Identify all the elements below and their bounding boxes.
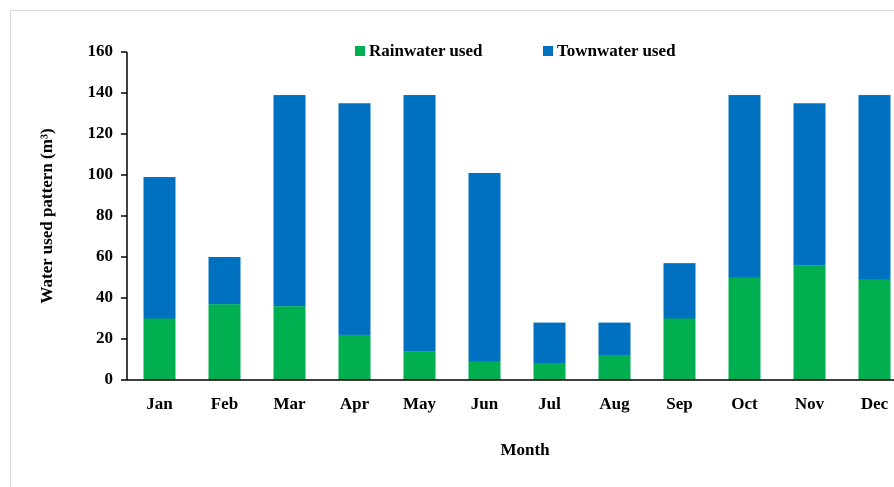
bar-segment bbox=[468, 361, 501, 380]
y-tick-label: 20 bbox=[96, 328, 113, 347]
bar-segment bbox=[403, 95, 436, 352]
y-tick-label: 80 bbox=[96, 205, 113, 224]
x-tick-label: Aug bbox=[599, 394, 630, 413]
bar-segment bbox=[468, 172, 501, 362]
y-tick-label: 40 bbox=[96, 287, 113, 306]
bar-segment bbox=[533, 322, 566, 364]
bar-segment bbox=[338, 334, 371, 380]
bar-segment bbox=[728, 95, 761, 278]
y-tick-label: 140 bbox=[88, 82, 114, 101]
x-tick-label: Jul bbox=[538, 394, 561, 413]
bar-segment bbox=[663, 263, 696, 319]
x-tick-label: Apr bbox=[340, 394, 370, 413]
bar-segment bbox=[858, 279, 891, 380]
x-tick-label: Mar bbox=[273, 394, 306, 413]
bar-segment bbox=[858, 95, 891, 280]
x-axis-label: Month bbox=[500, 440, 550, 459]
y-tick-label: 160 bbox=[88, 41, 114, 60]
x-tick-label: Nov bbox=[795, 394, 825, 413]
legend-swatch bbox=[543, 46, 553, 56]
x-tick-label: Sep bbox=[666, 394, 692, 413]
bar-segment bbox=[793, 265, 826, 380]
bar-segment bbox=[143, 177, 176, 319]
x-tick-label: May bbox=[403, 394, 437, 413]
y-axis-label: Water used pattern (m³) bbox=[37, 128, 56, 303]
legend-swatch bbox=[355, 46, 365, 56]
y-tick-label: 120 bbox=[88, 123, 114, 142]
bar-segment bbox=[598, 355, 631, 380]
y-tick-label: 0 bbox=[105, 369, 114, 388]
bar-segment bbox=[533, 363, 566, 380]
x-tick-label: Jun bbox=[471, 394, 499, 413]
x-tick-label: Feb bbox=[211, 394, 238, 413]
bar-segment bbox=[208, 304, 241, 380]
bar-segment bbox=[208, 257, 241, 305]
x-tick-label: Oct bbox=[731, 394, 758, 413]
x-tick-label: Dec bbox=[861, 394, 889, 413]
chart-border bbox=[10, 10, 894, 487]
legend-label: Rainwater used bbox=[369, 41, 483, 60]
x-tick-label: Jan bbox=[146, 394, 173, 413]
bar-segment bbox=[598, 322, 631, 356]
bar-segment bbox=[728, 277, 761, 380]
y-tick-label: 100 bbox=[88, 164, 114, 183]
bar-segment bbox=[663, 318, 696, 380]
bar-segment bbox=[793, 103, 826, 266]
y-tick-label: 60 bbox=[96, 246, 113, 265]
bar-segment bbox=[143, 318, 176, 380]
bar-segment bbox=[403, 351, 436, 380]
legend-label: Townwater used bbox=[557, 41, 676, 60]
bar-segment bbox=[338, 103, 371, 335]
bar-segment bbox=[273, 306, 306, 380]
bar-segment bbox=[273, 95, 306, 307]
